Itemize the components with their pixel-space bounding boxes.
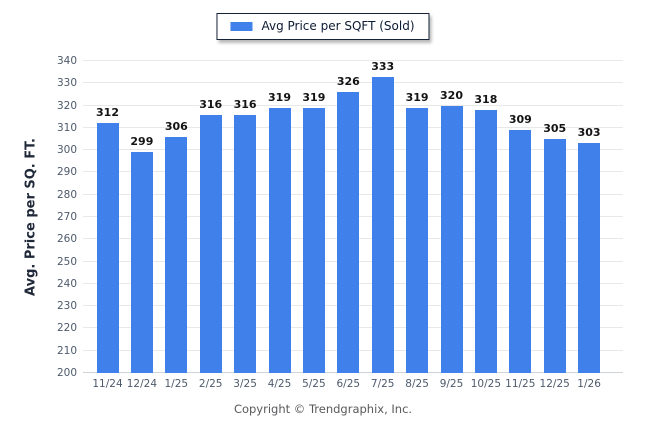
x-tick-label: 1/26	[577, 378, 601, 390]
bar-value-label: 299	[130, 135, 154, 149]
y-tick-label: 250	[56, 255, 77, 268]
bar-12/25	[543, 139, 566, 373]
x-tick-label: 12/25	[539, 378, 570, 390]
y-tick-label: 320	[56, 99, 77, 112]
bar-value-label: 305	[543, 122, 567, 135]
gridline	[83, 82, 623, 84]
bar-value-label: 316	[199, 97, 223, 111]
x-tick-label: 8/25	[405, 378, 429, 390]
x-tick-label: 7/25	[370, 378, 395, 390]
gridline	[83, 60, 623, 61]
y-tick-label: 310	[56, 121, 77, 134]
legend-label: Avg Price per SQFT (Sold)	[261, 19, 415, 33]
legend: Avg Price per SQFT (Sold)	[216, 13, 430, 40]
x-tick-label: 9/25	[439, 378, 464, 390]
bar-value-label: 326	[336, 75, 360, 89]
bar-value-label: 319	[268, 90, 291, 104]
x-tick-label: 11/25	[505, 378, 536, 390]
bar-1/26	[578, 143, 601, 373]
bar-value-label: 319	[302, 90, 326, 104]
y-tick-label: 270	[56, 211, 77, 223]
x-tick-label: 4/25	[267, 378, 292, 390]
bar-11/25	[509, 130, 532, 373]
x-tick-label: 10/25	[470, 378, 502, 390]
bar-value-label: 309	[508, 113, 532, 127]
plot-area: 312 299 306 316 316 319 319 326 333 319 320 318 309 3…	[83, 59, 623, 373]
y-tick-label: 300	[56, 144, 77, 157]
y-tick-label: 200	[56, 367, 77, 379]
y-tick-label: 230	[56, 300, 77, 313]
bar-value-label: 312	[96, 106, 119, 120]
bar-5/25	[302, 107, 325, 373]
bar-2/25	[199, 114, 222, 373]
bar-3/25	[234, 114, 257, 373]
x-tick-label: 6/25	[336, 378, 361, 390]
x-tick-label: 11/24	[92, 378, 123, 390]
x-tick-label: 1/25	[164, 378, 189, 390]
y-tick-label: 280	[56, 188, 77, 201]
bar-10/25	[474, 110, 497, 373]
y-tick-label: 340	[56, 55, 77, 67]
y-tick-label: 330	[56, 77, 77, 90]
bar-1/25	[165, 136, 188, 373]
legend-swatch	[230, 21, 253, 31]
x-tick-label: 2/25	[198, 378, 223, 390]
y-tick-label: 220	[56, 322, 77, 335]
copyright-text: Copyright © Trendgraphix, Inc.	[233, 402, 413, 416]
bar-8/25	[406, 107, 429, 373]
y-tick-label: 290	[56, 166, 77, 179]
x-tick-label: 12/24	[126, 378, 158, 390]
bar-value-label: 319	[405, 90, 429, 104]
bar-6/25	[337, 92, 360, 373]
bar-value-label: 306	[164, 119, 188, 133]
bar-value-label: 318	[474, 93, 498, 107]
bar-9/25	[440, 105, 463, 373]
bar-4/25	[268, 107, 291, 373]
bar-value-label: 333	[371, 59, 395, 73]
y-tick-label: 260	[56, 233, 77, 246]
bar-7/25	[371, 76, 394, 373]
bar-11/24	[96, 123, 119, 373]
y-tick-label: 210	[56, 344, 77, 357]
bar-value-label: 303	[577, 126, 601, 140]
x-tick-label: 5/25	[302, 378, 326, 390]
y-tick-label: 240	[56, 277, 77, 290]
x-tick-label: 3/25	[233, 378, 257, 390]
bar-value-label: 316	[233, 97, 257, 111]
bar-value-label: 320	[440, 88, 463, 102]
bar-12/24	[130, 152, 153, 373]
